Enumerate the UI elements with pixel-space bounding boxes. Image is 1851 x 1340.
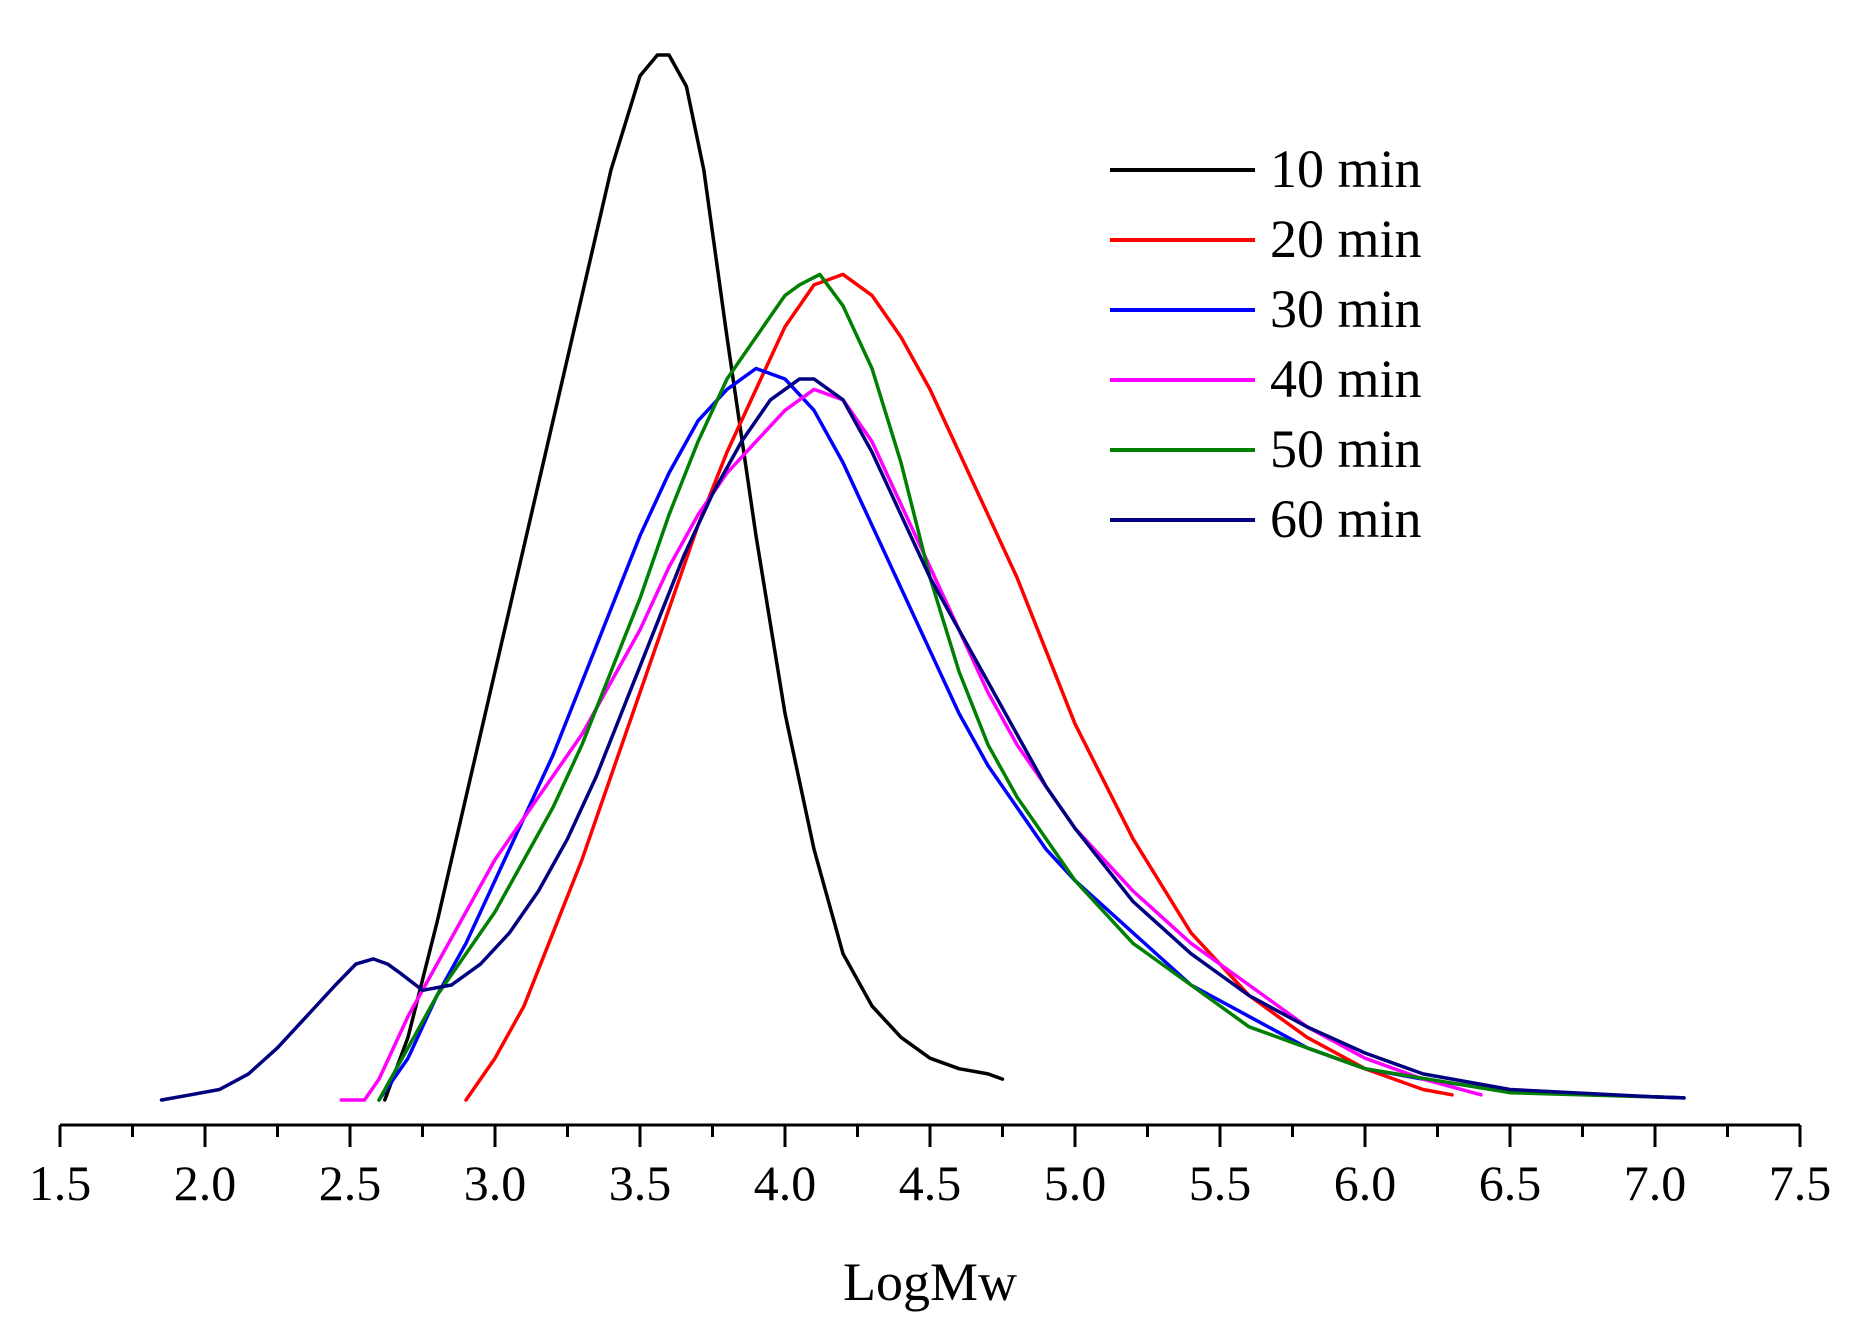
legend: 10 min 20 min 30 min 40 min 50 min 60 min — [1110, 139, 1422, 549]
legend-item: 40 min — [1110, 349, 1422, 409]
x-tick-label: 5.5 — [1189, 1155, 1252, 1211]
series-line-3 — [377, 366, 1686, 1102]
x-tick-label: 6.0 — [1334, 1155, 1397, 1211]
legend-label: 60 min — [1270, 489, 1422, 549]
x-tick-label: 2.0 — [174, 1155, 237, 1211]
legend-item: 60 min — [1110, 489, 1422, 549]
x-tick-label: 1.5 — [29, 1155, 92, 1211]
x-tick-label: 5.0 — [1044, 1155, 1107, 1211]
x-tick-label: 7.0 — [1624, 1155, 1687, 1211]
x-tick-label: 3.5 — [609, 1155, 672, 1211]
legend-label: 40 min — [1270, 349, 1422, 409]
x-tick-label: 4.0 — [754, 1155, 817, 1211]
x-tick-label: 7.5 — [1769, 1155, 1832, 1211]
legend-item: 30 min — [1110, 279, 1422, 339]
legend-item: 50 min — [1110, 419, 1422, 479]
legend-item: 20 min — [1110, 209, 1422, 269]
series-line-2 — [464, 272, 1454, 1102]
legend-item: 10 min — [1110, 139, 1422, 199]
x-axis: 1.5 2.0 2.5 3.0 3.5 4.0 4.5 5.0 5.5 6.0 6.5 7.0 7.5 — [29, 1123, 1832, 1211]
series-line-4 — [339, 387, 1483, 1102]
x-tick-label: 3.0 — [464, 1155, 527, 1211]
x-tick-label: 2.5 — [319, 1155, 382, 1211]
legend-label: 10 min — [1270, 139, 1422, 199]
legend-label: 30 min — [1270, 279, 1422, 339]
x-tick-label: 4.5 — [899, 1155, 962, 1211]
series-line-6 — [159, 377, 1686, 1102]
legend-label: 50 min — [1270, 419, 1422, 479]
x-axis-title: LogMw — [843, 1252, 1017, 1312]
plot-area — [159, 53, 1686, 1102]
legend-label: 20 min — [1270, 209, 1422, 269]
x-tick-label: 6.5 — [1479, 1155, 1542, 1211]
series-line-5 — [377, 272, 1686, 1102]
series-line-1 — [383, 53, 1005, 1102]
